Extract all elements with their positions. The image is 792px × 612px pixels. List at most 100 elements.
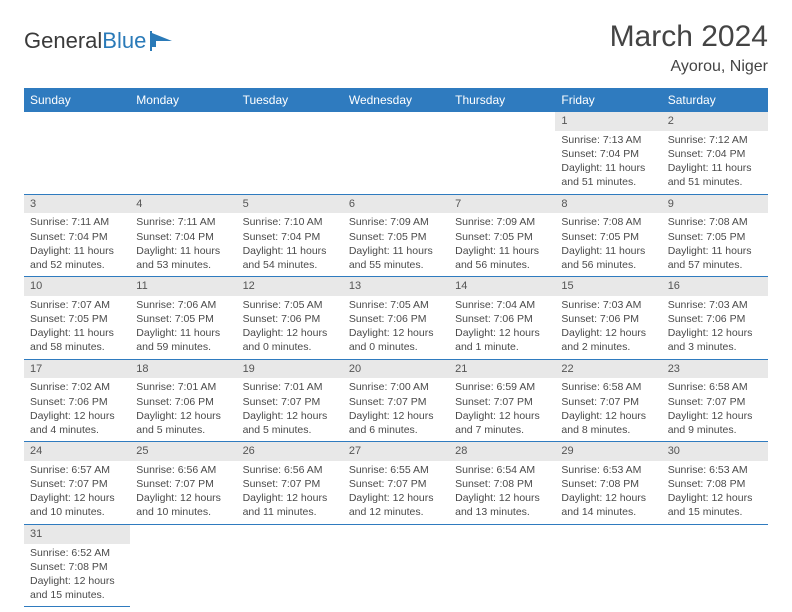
daylight-line: Daylight: 12 hours and 13 minutes. — [455, 491, 549, 519]
sunrise-line: Sunrise: 7:05 AM — [243, 298, 337, 312]
sunset-line: Sunset: 7:07 PM — [243, 477, 337, 491]
calendar-cell: 25Sunrise: 6:56 AMSunset: 7:07 PMDayligh… — [130, 442, 236, 525]
day-number: 22 — [555, 360, 661, 379]
sunrise-line: Sunrise: 7:08 AM — [668, 215, 762, 229]
calendar-cell — [343, 112, 449, 194]
day-number: 24 — [24, 442, 130, 461]
sunset-line: Sunset: 7:07 PM — [561, 395, 655, 409]
calendar-cell: 4Sunrise: 7:11 AMSunset: 7:04 PMDaylight… — [130, 194, 236, 277]
sunrise-line: Sunrise: 7:09 AM — [455, 215, 549, 229]
daylight-line: Daylight: 11 hours and 51 minutes. — [561, 161, 655, 189]
sunset-line: Sunset: 7:04 PM — [561, 147, 655, 161]
calendar-cell: 21Sunrise: 6:59 AMSunset: 7:07 PMDayligh… — [449, 359, 555, 442]
day-number: 28 — [449, 442, 555, 461]
day-number: 1 — [555, 112, 661, 131]
calendar-cell — [130, 112, 236, 194]
calendar-cell: 2Sunrise: 7:12 AMSunset: 7:04 PMDaylight… — [662, 112, 768, 194]
calendar-cell: 17Sunrise: 7:02 AMSunset: 7:06 PMDayligh… — [24, 359, 130, 442]
sunset-line: Sunset: 7:05 PM — [136, 312, 230, 326]
day-number: 21 — [449, 360, 555, 379]
header: GeneralBlue March 2024 Ayorou, Niger — [24, 20, 768, 76]
calendar-cell: 15Sunrise: 7:03 AMSunset: 7:06 PMDayligh… — [555, 277, 661, 360]
sunset-line: Sunset: 7:05 PM — [561, 230, 655, 244]
calendar-body: 1Sunrise: 7:13 AMSunset: 7:04 PMDaylight… — [24, 112, 768, 607]
daylight-line: Daylight: 11 hours and 56 minutes. — [455, 244, 549, 272]
daylight-line: Daylight: 12 hours and 0 minutes. — [243, 326, 337, 354]
sunrise-line: Sunrise: 7:13 AM — [561, 133, 655, 147]
day-details: Sunrise: 7:09 AMSunset: 7:05 PMDaylight:… — [449, 213, 555, 276]
calendar-cell: 26Sunrise: 6:56 AMSunset: 7:07 PMDayligh… — [237, 442, 343, 525]
calendar-table: Sunday Monday Tuesday Wednesday Thursday… — [24, 88, 768, 607]
day-details: Sunrise: 7:07 AMSunset: 7:05 PMDaylight:… — [24, 296, 130, 359]
daylight-line: Daylight: 11 hours and 56 minutes. — [561, 244, 655, 272]
sunset-line: Sunset: 7:08 PM — [668, 477, 762, 491]
calendar-cell: 11Sunrise: 7:06 AMSunset: 7:05 PMDayligh… — [130, 277, 236, 360]
day-number: 17 — [24, 360, 130, 379]
day-number: 26 — [237, 442, 343, 461]
daylight-line: Daylight: 11 hours and 59 minutes. — [136, 326, 230, 354]
day-details: Sunrise: 6:54 AMSunset: 7:08 PMDaylight:… — [449, 461, 555, 524]
calendar-cell — [343, 524, 449, 607]
sunrise-line: Sunrise: 7:03 AM — [561, 298, 655, 312]
sunrise-line: Sunrise: 7:07 AM — [30, 298, 124, 312]
day-number: 2 — [662, 112, 768, 131]
sunset-line: Sunset: 7:08 PM — [30, 560, 124, 574]
day-number: 27 — [343, 442, 449, 461]
day-details: Sunrise: 6:56 AMSunset: 7:07 PMDaylight:… — [237, 461, 343, 524]
calendar-row: 17Sunrise: 7:02 AMSunset: 7:06 PMDayligh… — [24, 359, 768, 442]
calendar-cell: 19Sunrise: 7:01 AMSunset: 7:07 PMDayligh… — [237, 359, 343, 442]
calendar-cell: 20Sunrise: 7:00 AMSunset: 7:07 PMDayligh… — [343, 359, 449, 442]
month-title: March 2024 — [610, 20, 768, 54]
sunrise-line: Sunrise: 6:54 AM — [455, 463, 549, 477]
day-details: Sunrise: 6:58 AMSunset: 7:07 PMDaylight:… — [662, 378, 768, 441]
sunset-line: Sunset: 7:06 PM — [561, 312, 655, 326]
calendar-cell: 22Sunrise: 6:58 AMSunset: 7:07 PMDayligh… — [555, 359, 661, 442]
calendar-cell — [449, 524, 555, 607]
calendar-cell — [237, 524, 343, 607]
calendar-cell: 16Sunrise: 7:03 AMSunset: 7:06 PMDayligh… — [662, 277, 768, 360]
sunset-line: Sunset: 7:04 PM — [243, 230, 337, 244]
daylight-line: Daylight: 12 hours and 14 minutes. — [561, 491, 655, 519]
sunrise-line: Sunrise: 6:56 AM — [243, 463, 337, 477]
day-details: Sunrise: 7:08 AMSunset: 7:05 PMDaylight:… — [555, 213, 661, 276]
day-details: Sunrise: 6:56 AMSunset: 7:07 PMDaylight:… — [130, 461, 236, 524]
weekday-header: Saturday — [662, 88, 768, 112]
sunset-line: Sunset: 7:04 PM — [136, 230, 230, 244]
daylight-line: Daylight: 12 hours and 5 minutes. — [243, 409, 337, 437]
calendar-cell: 24Sunrise: 6:57 AMSunset: 7:07 PMDayligh… — [24, 442, 130, 525]
day-details: Sunrise: 7:05 AMSunset: 7:06 PMDaylight:… — [237, 296, 343, 359]
day-number: 12 — [237, 277, 343, 296]
calendar-cell: 13Sunrise: 7:05 AMSunset: 7:06 PMDayligh… — [343, 277, 449, 360]
day-number: 11 — [130, 277, 236, 296]
day-details: Sunrise: 7:10 AMSunset: 7:04 PMDaylight:… — [237, 213, 343, 276]
calendar-row: 24Sunrise: 6:57 AMSunset: 7:07 PMDayligh… — [24, 442, 768, 525]
day-details: Sunrise: 7:01 AMSunset: 7:07 PMDaylight:… — [237, 378, 343, 441]
daylight-line: Daylight: 12 hours and 9 minutes. — [668, 409, 762, 437]
day-details: Sunrise: 7:01 AMSunset: 7:06 PMDaylight:… — [130, 378, 236, 441]
day-number: 3 — [24, 195, 130, 214]
sunrise-line: Sunrise: 7:02 AM — [30, 380, 124, 394]
day-details: Sunrise: 7:08 AMSunset: 7:05 PMDaylight:… — [662, 213, 768, 276]
daylight-line: Daylight: 11 hours and 58 minutes. — [30, 326, 124, 354]
day-details: Sunrise: 7:13 AMSunset: 7:04 PMDaylight:… — [555, 131, 661, 194]
daylight-line: Daylight: 11 hours and 55 minutes. — [349, 244, 443, 272]
calendar-row: 1Sunrise: 7:13 AMSunset: 7:04 PMDaylight… — [24, 112, 768, 194]
sunrise-line: Sunrise: 7:08 AM — [561, 215, 655, 229]
sunrise-line: Sunrise: 7:03 AM — [668, 298, 762, 312]
daylight-line: Daylight: 12 hours and 11 minutes. — [243, 491, 337, 519]
sunset-line: Sunset: 7:06 PM — [349, 312, 443, 326]
sunrise-line: Sunrise: 7:05 AM — [349, 298, 443, 312]
calendar-cell — [555, 524, 661, 607]
calendar-cell — [237, 112, 343, 194]
calendar-row: 3Sunrise: 7:11 AMSunset: 7:04 PMDaylight… — [24, 194, 768, 277]
sunrise-line: Sunrise: 6:56 AM — [136, 463, 230, 477]
day-details: Sunrise: 7:11 AMSunset: 7:04 PMDaylight:… — [24, 213, 130, 276]
sunset-line: Sunset: 7:07 PM — [455, 395, 549, 409]
sunrise-line: Sunrise: 6:52 AM — [30, 546, 124, 560]
sunrise-line: Sunrise: 6:55 AM — [349, 463, 443, 477]
calendar-cell — [130, 524, 236, 607]
daylight-line: Daylight: 12 hours and 0 minutes. — [349, 326, 443, 354]
daylight-line: Daylight: 11 hours and 52 minutes. — [30, 244, 124, 272]
sunset-line: Sunset: 7:04 PM — [30, 230, 124, 244]
sunrise-line: Sunrise: 7:09 AM — [349, 215, 443, 229]
